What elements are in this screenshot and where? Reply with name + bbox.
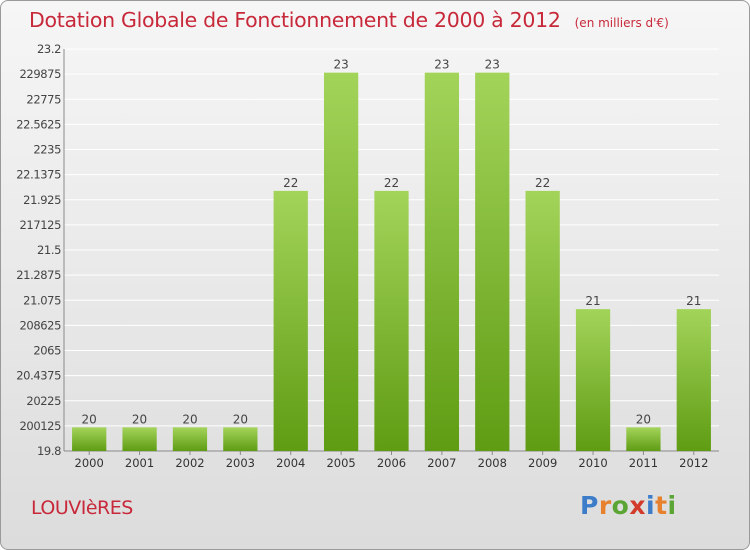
bar [122,427,157,451]
data-label: 23 [485,58,500,72]
proxiti-logo: Proxiti [580,491,677,520]
y-tick-label: 19.8 [37,444,61,458]
y-tick-label: 20.4375 [16,369,61,383]
x-tick-label: 2003 [226,456,255,470]
y-tick-label: 2235 [33,143,61,157]
logo-letter: i [667,491,677,520]
y-tick-label: 229875 [20,67,62,81]
logo-letter: i [646,491,656,520]
bar [323,72,359,451]
bar [525,190,560,451]
bar [273,190,308,451]
bar [223,427,258,451]
data-label: 22 [384,176,399,190]
bar [475,72,510,451]
x-tick-label: 2001 [125,456,154,470]
data-label: 21 [585,294,600,308]
x-tick-label: 2004 [276,456,305,470]
y-tick-label: 208625 [20,318,62,332]
data-label: 22 [283,176,298,190]
x-tick-label: 2010 [578,456,607,470]
y-tick-label: 217125 [20,218,62,232]
bar [172,427,208,451]
logo-letter: o [611,491,630,520]
logo-letter: P [580,491,599,520]
x-tick-label: 2008 [478,456,507,470]
bar [72,427,107,451]
x-tick-label: 2006 [377,456,406,470]
logo-letter: r [598,491,612,520]
x-tick-label: 2000 [75,456,104,470]
x-tick-label: 2009 [528,456,557,470]
bar [676,309,711,451]
y-tick-label: 20225 [26,394,61,408]
chart-title: Dotation Globale de Fonctionnement de 20… [29,8,561,32]
x-tick-label: 2012 [679,456,708,470]
data-label: 22 [535,176,550,190]
data-label: 20 [636,412,651,426]
data-label: 23 [333,58,348,72]
bar [575,309,611,451]
bar [626,427,661,451]
commune-name: LOUVIèRES [31,497,133,519]
logo-letter: x [629,491,646,520]
y-tick-label: 200125 [20,419,62,433]
y-tick-label: 21.075 [23,293,61,307]
data-label: 20 [132,412,147,426]
logo-letter: t [655,491,668,520]
data-label: 20 [82,412,97,426]
y-tick-label: 21.5 [37,243,61,257]
x-tick-label: 2007 [427,456,456,470]
x-tick-label: 2002 [175,456,204,470]
y-tick-label: 23.2 [37,42,61,56]
data-label: 23 [434,58,449,72]
x-tick-label: 2011 [629,456,658,470]
y-tick-label: 22775 [26,92,61,106]
y-tick-label: 22.5625 [16,117,61,131]
chart-subtitle: (en milliers d'€) [574,16,669,30]
data-label: 20 [182,412,197,426]
bar [374,190,409,451]
y-tick-label: 21.2875 [16,268,61,282]
x-tick-label: 2005 [326,456,355,470]
y-tick-label: 2065 [33,344,61,358]
y-tick-label: 21.925 [23,193,61,207]
bar [424,72,460,451]
data-label: 21 [686,294,701,308]
title-row: Dotation Globale de Fonctionnement de 20… [29,8,669,32]
y-tick-label: 22.1375 [16,168,61,182]
data-label: 20 [233,412,248,426]
